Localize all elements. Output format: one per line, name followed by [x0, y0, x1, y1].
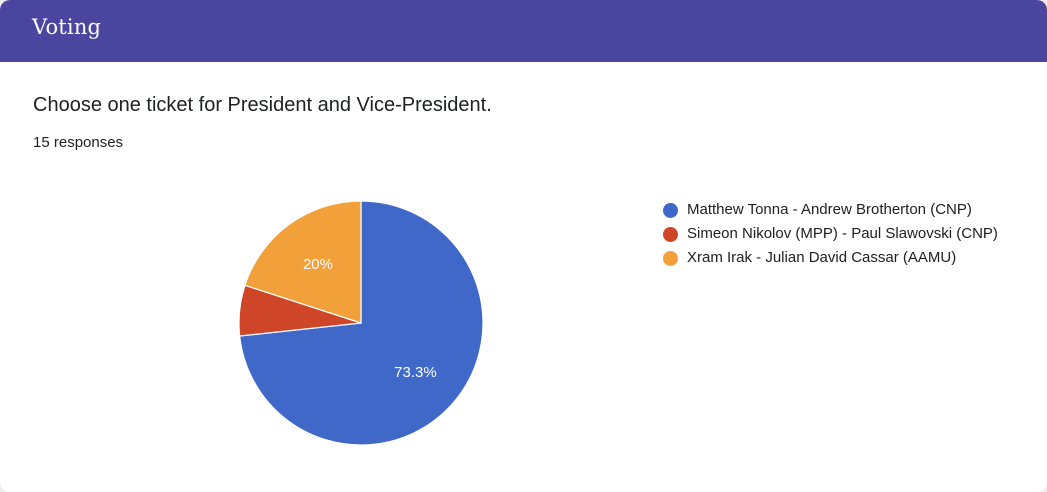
slice-data-label: 73.3%: [394, 364, 437, 381]
legend-color-dot: [663, 203, 678, 218]
pie-slice[interactable]: [244, 200, 362, 324]
chart-legend: Matthew Tonna - Andrew Brotherton (CNP) …: [663, 199, 1003, 271]
form-header: Voting: [0, 0, 1047, 62]
slice-data-label: 20%: [303, 256, 333, 273]
legend-item[interactable]: Matthew Tonna - Andrew Brotherton (CNP): [663, 199, 1003, 221]
legend-item[interactable]: Simeon Nikolov (MPP) - Paul Slawovski (C…: [663, 223, 1003, 245]
legend-color-dot: [663, 227, 678, 242]
legend-label: Simeon Nikolov (MPP) - Paul Slawovski (C…: [687, 225, 998, 242]
response-count: 15 responses: [33, 134, 124, 151]
legend-label: Xram Irak - Julian David Cassar (AAMU): [687, 249, 957, 266]
question-title: Choose one ticket for President and Vice…: [33, 94, 492, 116]
legend-color-dot: [663, 251, 678, 266]
legend-item[interactable]: Xram Irak - Julian David Cassar (AAMU): [663, 247, 1003, 269]
legend-label: Matthew Tonna - Andrew Brotherton (CNP): [687, 201, 972, 218]
form-title: Voting: [32, 15, 102, 39]
